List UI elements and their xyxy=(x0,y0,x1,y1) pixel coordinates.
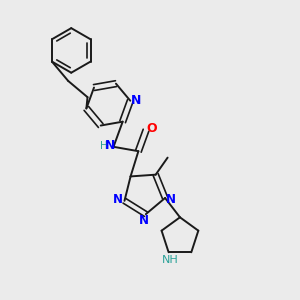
Text: N: N xyxy=(165,193,176,206)
Text: N: N xyxy=(130,94,141,106)
Text: NH: NH xyxy=(162,255,178,265)
Text: O: O xyxy=(146,122,157,135)
Text: H: H xyxy=(100,141,108,151)
Text: N: N xyxy=(113,194,123,206)
Text: N: N xyxy=(104,140,115,152)
Text: N: N xyxy=(139,214,149,226)
